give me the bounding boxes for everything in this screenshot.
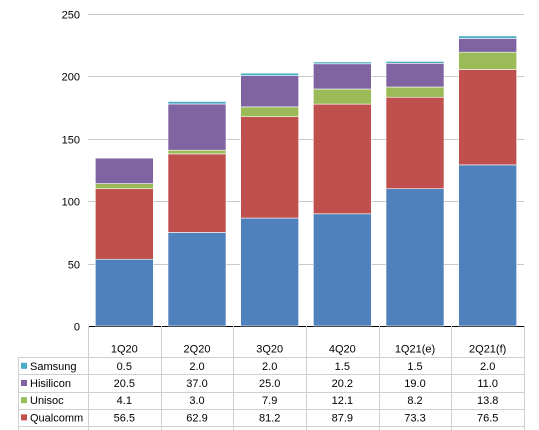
data-label: 2.0 [480,361,495,373]
legend-label: Hisilicon [30,378,71,390]
x-tick-label: 4Q20 [329,344,356,356]
data-label: 1.5 [407,361,422,373]
bar-segment [313,103,372,215]
data-label: 20.5 [114,378,135,390]
bars [95,35,517,327]
bar-segment [95,188,154,260]
bar-segment [167,153,227,233]
data-label: 4.1 [117,395,132,407]
y-tick-label: 250 [62,10,80,22]
data-label: 76.5 [477,412,498,424]
data-label: 7.9 [262,395,277,407]
bar-segment [458,69,517,166]
y-tick-label: 50 [68,260,80,272]
data-label: 1.5 [335,361,350,373]
data-label: 81.2 [259,412,280,424]
bar-segment [458,51,517,70]
legend-label: Unisoc [30,395,64,407]
data-label: 0.5 [117,361,132,373]
data-label: 37.0 [186,378,207,390]
data-label: 2.0 [189,361,204,373]
data-label: 20.2 [332,378,353,390]
legend-label: Samsung [30,361,76,373]
bar-segment [240,217,299,327]
y-tick-label: 150 [62,135,80,147]
bar-segment [385,62,445,88]
data-label: 73.3 [404,412,425,424]
y-tick-label: 0 [74,322,80,334]
bar-segment [95,183,154,190]
bar-segment [167,232,227,327]
bar-segment [313,63,372,90]
legend-label: Qualcomm [30,412,83,424]
bar-segment [240,72,299,76]
legend-swatch [21,397,27,404]
bar-segment [313,61,372,65]
bar-segment [240,75,299,108]
data-label: 11.0 [477,378,498,390]
data-label: 25.0 [259,378,280,390]
data-label: 2.0 [262,361,277,373]
bar-segment [95,157,154,184]
bar-segment [167,103,227,151]
bar-segment [95,258,154,327]
bar-segment [385,61,445,64]
bar-segment [313,88,372,105]
data-label: 19.0 [404,378,425,390]
bar-segment [458,35,517,39]
x-tick-label: 2Q20 [184,344,211,356]
legend-swatch [21,362,27,369]
y-tick-label: 200 [62,72,80,84]
data-table: 1Q20 2Q20 3Q20 4Q20 1Q21(e) 2Q21(f) Samsung 0.5… [18,326,525,430]
bar-segment [167,101,227,105]
bar-segment [313,213,372,327]
bar-segment [385,86,445,98]
bar-segment [458,164,517,327]
bar-segment [95,157,154,159]
data-label: 56.5 [114,412,135,424]
bar-segment [385,188,445,327]
y-axis: 0 50 100 150 200 250 [62,10,80,334]
y-tick-label: 100 [62,197,80,209]
bar-segment [240,116,299,219]
x-tick-label: 3Q20 [256,344,283,356]
x-tick-label: 1Q20 [111,344,138,356]
data-label: 3.0 [189,395,204,407]
data-label: 8.2 [407,395,422,407]
bar-segment [167,149,227,155]
data-label: 13.8 [477,395,498,407]
x-tick-label: 2Q21(f) [469,344,506,356]
bar-segment [385,96,445,190]
legend-swatch [21,414,27,421]
legend-swatch [21,380,27,386]
x-tick-label: 1Q21(e) [395,344,435,356]
bar-segment [458,38,517,53]
data-label: 62.9 [186,412,207,424]
data-label: 12.1 [332,395,353,407]
bar-segment [240,106,299,118]
data-label: 87.9 [332,412,353,424]
